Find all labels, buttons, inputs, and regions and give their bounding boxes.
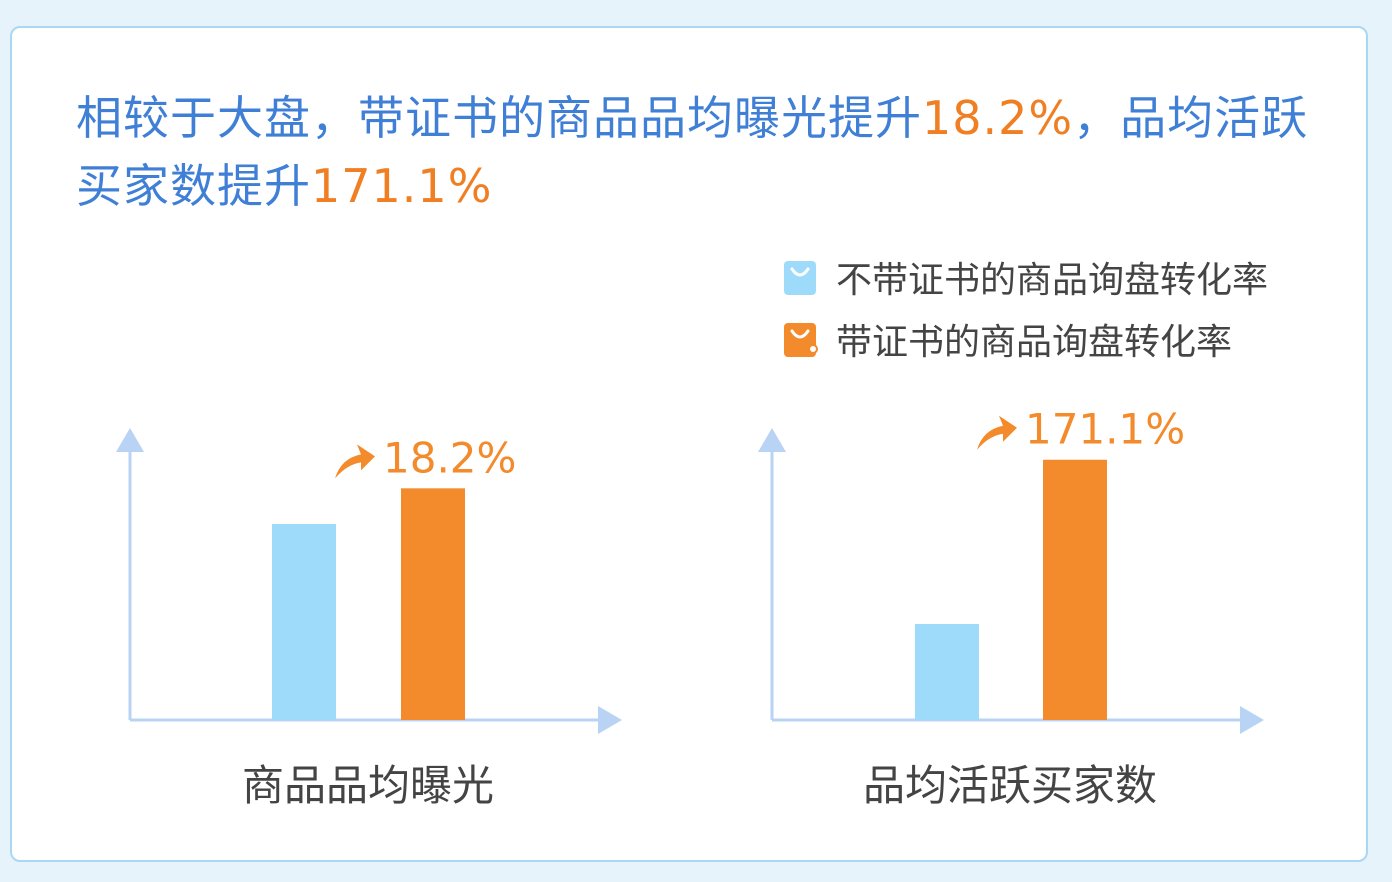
chart-1-annotation: 18.2% [383,433,516,482]
headline-text-1: 相较于大盘，带证书的商品品均曝光提升 [76,91,922,145]
legend-label-with-cert: 带证书的商品询盘转化率 [836,322,1233,363]
chart-2-up-arrow-icon [977,415,1017,450]
headline-value-exposure: 18.2% [922,91,1074,145]
chart-2-annotation: 171.1% [1025,405,1185,454]
chart-1-y-axis-arrow [116,428,144,452]
shopping-bag-icon [784,323,818,357]
headline-text-2: ，品均活跃 [1073,91,1309,145]
headline-value-buyers: 171.1% [311,159,493,213]
chart-2-xlabel: 品均活跃买家数 [862,761,1157,810]
chart-2-x-axis-arrow [1240,706,1264,734]
chart-2-bar-with-cert [1043,459,1107,720]
legend-item-without-cert: 不带证书的商品询盘转化率 [782,246,1268,308]
chart-1-x-axis-arrow [598,706,622,734]
legend-item-with-cert: 带证书的商品询盘转化率 [782,308,1268,370]
chart-1-bar-with-cert [401,488,465,720]
legend: 不带证书的商品询盘转化率 带证书的商品询盘转化率 [782,246,1268,370]
chart-1-bar-without-cert [272,524,336,720]
headline: 相较于大盘，带证书的商品品均曝光提升18.2%，品均活跃 买家数提升171.1% [76,84,1336,220]
shopping-bag-icon [784,261,816,295]
chart-1-xlabel: 商品品均曝光 [241,761,494,810]
infographic-card [10,26,1368,862]
legend-label-without-cert: 不带证书的商品询盘转化率 [836,260,1269,301]
headline-text-3: 买家数提升 [76,159,311,213]
chart-2-bar-without-cert [915,624,979,720]
chart-2-y-axis-arrow [758,428,786,452]
chart-1-up-arrow-icon [335,444,375,479]
